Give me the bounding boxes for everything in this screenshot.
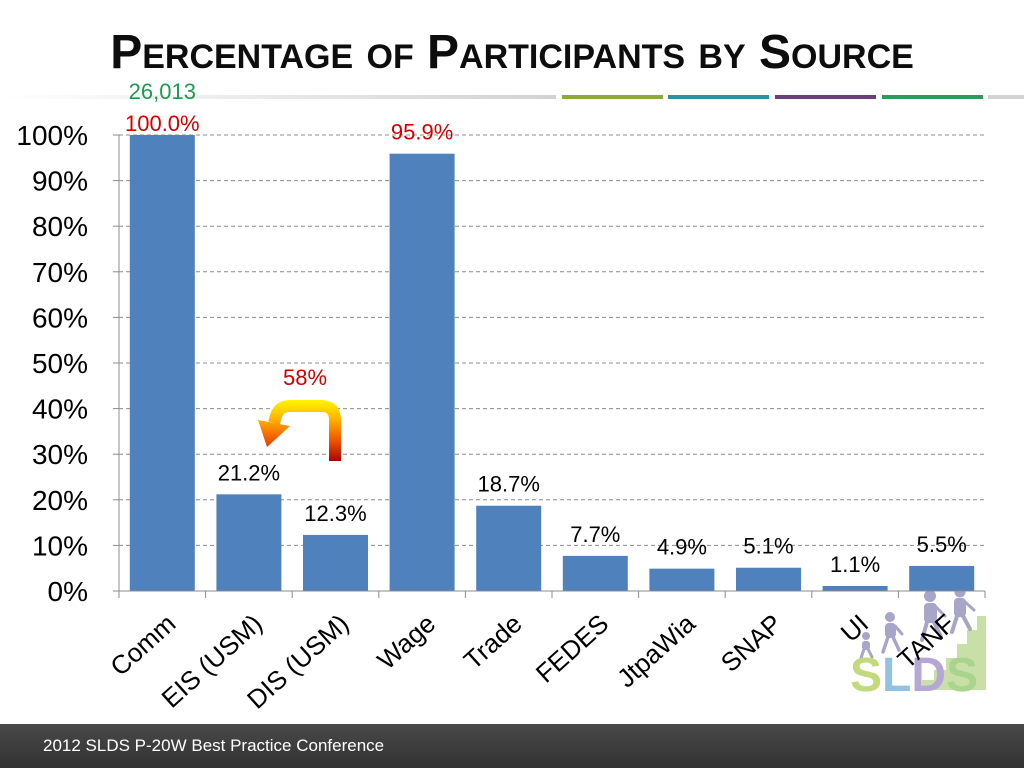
data-label-trade: 18.7% xyxy=(478,472,540,497)
bar-dis-usm xyxy=(303,534,368,591)
title-divider-segment xyxy=(882,95,983,99)
y-tick-label: 40% xyxy=(32,394,88,425)
y-tick-label: 80% xyxy=(32,211,88,242)
title-divider-segment xyxy=(775,95,876,99)
bar-snap xyxy=(736,567,801,591)
bar-trade xyxy=(476,505,542,591)
percent-change-annotation: 58% xyxy=(282,365,328,390)
bar-chart: 0% 10% 20% 30% 40% 50% 60% 70% 80% 90% 100% 100.0% 2… xyxy=(16,79,986,715)
category-label-comm: Comm xyxy=(104,608,181,682)
y-tick-label: 0% xyxy=(48,576,88,607)
y-tick-label: 100% xyxy=(16,120,88,151)
u-turn-arrow-icon xyxy=(258,400,341,461)
y-tick-label: 30% xyxy=(32,439,88,470)
bar-tanf xyxy=(909,565,975,591)
data-label-eis-usm: 21.2% xyxy=(218,460,280,485)
data-label-ui: 1.1% xyxy=(830,552,880,577)
footer-text: 2012 SLDS P-20W Best Practice Conference xyxy=(43,736,385,755)
arrow-shaft xyxy=(268,400,341,461)
y-tick-label: 10% xyxy=(32,530,88,561)
count-annotation: 26,013 xyxy=(129,79,196,104)
category-label-jtpawia: JtpaWia xyxy=(611,608,701,694)
data-label-wage: 95.9% xyxy=(391,120,453,145)
title-divider-fade xyxy=(0,95,556,99)
person-silhouette-icon xyxy=(881,612,904,654)
category-label-trade: Trade xyxy=(458,608,528,675)
y-tick-label: 90% xyxy=(32,166,88,197)
category-label-tanf: TANF xyxy=(892,608,961,674)
title-divider-segment xyxy=(668,95,769,99)
bar-fedes xyxy=(562,555,628,591)
title-divider-segment xyxy=(988,95,1024,99)
footer-bar: 2012 SLDS P-20W Best Practice Conference xyxy=(0,724,1024,768)
slide-title: Percentage of Participants by Source xyxy=(110,26,914,79)
logo-text: SLDS xyxy=(850,649,978,696)
y-tick-label: 60% xyxy=(32,302,88,333)
title-divider-segment xyxy=(562,95,663,99)
category-label-ui: UI xyxy=(835,608,874,648)
y-tick-label: 70% xyxy=(32,257,88,288)
bar-eis-usm xyxy=(216,494,282,591)
staircase-shape xyxy=(922,616,986,690)
y-tick-label: 50% xyxy=(32,348,88,379)
data-label-comm: 100.0% xyxy=(125,111,200,136)
bar-ui xyxy=(822,585,888,591)
bar-jtpawia xyxy=(649,568,715,591)
data-label-fedes: 7.7% xyxy=(570,522,620,547)
data-label-dis-usm: 12.3% xyxy=(304,501,366,526)
category-label-fedes: FEDES xyxy=(530,608,614,688)
data-label-tanf: 5.5% xyxy=(917,532,967,557)
person-silhouette-icon xyxy=(859,632,874,660)
data-label-jtpawia: 4.9% xyxy=(657,535,707,560)
arrow-head xyxy=(258,420,290,447)
data-label-snap: 5.1% xyxy=(743,534,793,559)
person-silhouette-icon xyxy=(920,590,947,642)
bar-wage xyxy=(389,153,455,592)
y-tick-label: 20% xyxy=(32,485,88,516)
category-label-snap: SNAP xyxy=(715,608,788,678)
category-label-wage: Wage xyxy=(371,608,441,675)
slds-logo: SLDS xyxy=(850,586,986,696)
bar-comm xyxy=(129,135,195,591)
